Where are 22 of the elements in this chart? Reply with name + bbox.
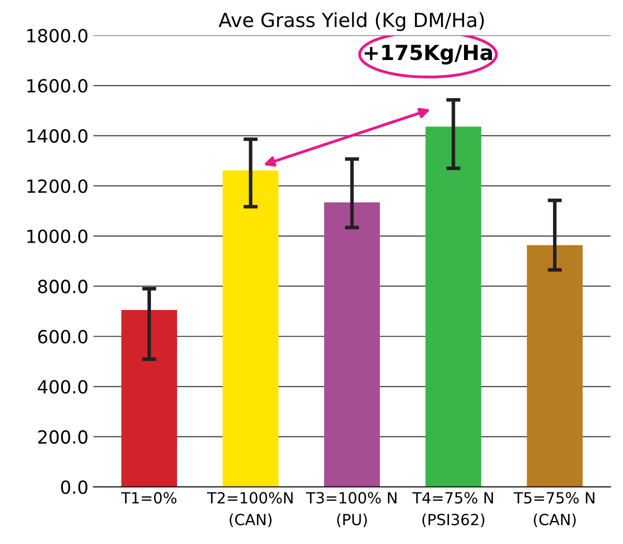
y-tick-label: 1800.0 xyxy=(27,28,88,42)
y-tick-label: 1200.0 xyxy=(27,179,88,193)
y-tick-label: 800.0 xyxy=(38,280,88,294)
y-tick-label: 600.0 xyxy=(38,330,88,344)
bar xyxy=(426,126,482,487)
y-tick-label: 400.0 xyxy=(38,380,88,394)
bar xyxy=(222,170,278,487)
annotation: +175Kg/Ha xyxy=(364,44,492,65)
x-tick-label: T2=100%N (CAN) xyxy=(207,492,293,528)
bar xyxy=(526,245,583,487)
y-tick-label: 0.0 xyxy=(61,480,88,494)
x-tick-label: T5=75% N (CAN) xyxy=(514,492,594,528)
x-tick-label: T4=75% N (PSI362) xyxy=(412,492,493,528)
bar xyxy=(324,202,380,487)
y-tick-label: 1000.0 xyxy=(27,229,88,244)
chart-title: Ave Grass Yield (Kg DM/Ha) xyxy=(218,12,484,32)
y-tick-label: 1600.0 xyxy=(27,78,88,93)
x-tick-label: T3=100% N (PU) xyxy=(306,492,396,528)
x-tick-label: T1=0% xyxy=(121,492,176,504)
y-tick-label: 200.0 xyxy=(38,430,88,444)
bar xyxy=(121,310,178,487)
y-tick-label: 1400.0 xyxy=(27,129,88,143)
